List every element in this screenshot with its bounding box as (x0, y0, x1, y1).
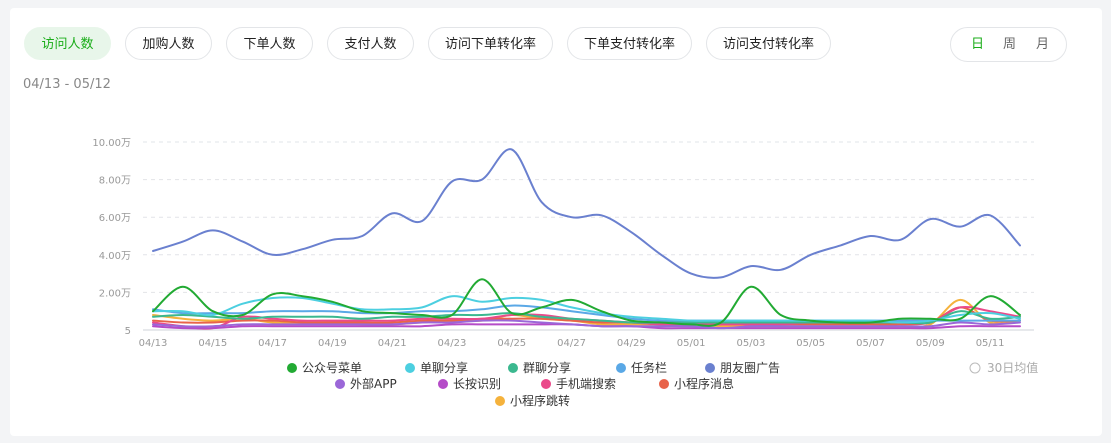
x-tick-label: 04/15 (198, 338, 227, 349)
x-tick-label: 05/09 (916, 338, 945, 349)
x-tick-label: 05/03 (737, 338, 766, 349)
legend-marker[interactable] (659, 379, 669, 389)
legend-marker[interactable] (405, 363, 415, 373)
legend-marker[interactable] (705, 363, 715, 373)
y-tick-label: 6.00万 (99, 213, 131, 224)
x-tick-label: 05/07 (856, 338, 885, 349)
legend-label[interactable]: 外部APP (350, 376, 397, 391)
tab-visit-order-rate[interactable]: 访问下单转化率 (428, 27, 553, 60)
period-switch: 日 周 月 (950, 27, 1067, 62)
x-tick-label: 04/21 (378, 338, 407, 349)
avg-radio[interactable] (969, 362, 981, 374)
tab-order-pay-rate[interactable]: 下单支付转化率 (567, 27, 692, 60)
x-tick-label: 04/13 (139, 338, 168, 349)
legend-marker[interactable] (495, 396, 505, 406)
legend-label[interactable]: 任务栏 (631, 360, 667, 375)
period-week[interactable]: 周 (1003, 37, 1017, 52)
x-tick-label: 04/27 (557, 338, 586, 349)
legend-marker[interactable] (287, 363, 297, 373)
series-line-5[interactable] (152, 319, 1021, 330)
legend-marker[interactable] (541, 379, 551, 389)
legend-label[interactable]: 公众号菜单 (302, 361, 362, 375)
period-month[interactable]: 月 (1036, 37, 1050, 52)
legend-marker[interactable] (335, 379, 345, 389)
x-tick-label: 05/05 (796, 338, 825, 349)
legend-label[interactable]: 小程序消息 (674, 376, 734, 391)
y-tick-label: 5 (125, 326, 131, 337)
legend-label[interactable]: 群聊分享 (523, 360, 571, 375)
y-tick-label: 8.00万 (99, 176, 131, 187)
x-tick-label: 05/01 (677, 338, 706, 349)
y-tick-label: 4.00万 (99, 251, 131, 262)
tab-add-to-cart[interactable]: 加购人数 (125, 27, 212, 60)
series-line-4[interactable] (152, 148, 1021, 279)
y-tick-label: 10.00万 (92, 138, 131, 149)
period-day[interactable]: 日 (971, 37, 985, 52)
x-tick-label: 04/19 (318, 338, 347, 349)
tab-payments[interactable]: 支付人数 (327, 27, 414, 60)
x-tick-label: 04/23 (438, 338, 467, 349)
legend-marker[interactable] (508, 363, 518, 373)
y-tick-label: 2.00万 (99, 288, 131, 299)
chart-card (10, 8, 1102, 436)
avg-label[interactable]: 30日均值 (987, 360, 1038, 375)
series-line-0[interactable] (152, 278, 1021, 327)
series-line-8[interactable] (152, 306, 1021, 326)
legend-label[interactable]: 单聊分享 (420, 360, 468, 375)
date-range: 04/13 - 05/12 (23, 77, 111, 92)
x-tick-label: 05/11 (976, 338, 1005, 349)
x-tick-label: 04/25 (497, 338, 526, 349)
x-tick-label: 04/29 (617, 338, 646, 349)
tab-visitors[interactable]: 访问人数 (24, 27, 111, 60)
legend-marker[interactable] (438, 379, 448, 389)
series-line-1[interactable] (152, 295, 1021, 324)
tab-orders[interactable]: 下单人数 (226, 27, 313, 60)
legend-marker[interactable] (616, 363, 626, 373)
legend-label[interactable]: 手机端搜索 (556, 376, 616, 391)
legend-label[interactable]: 小程序跳转 (510, 393, 570, 408)
tab-visit-pay-rate[interactable]: 访问支付转化率 (706, 27, 831, 60)
x-tick-label: 04/17 (258, 338, 287, 349)
legend-label[interactable]: 长按识别 (453, 377, 501, 391)
legend-label[interactable]: 朋友圈广告 (720, 361, 780, 375)
